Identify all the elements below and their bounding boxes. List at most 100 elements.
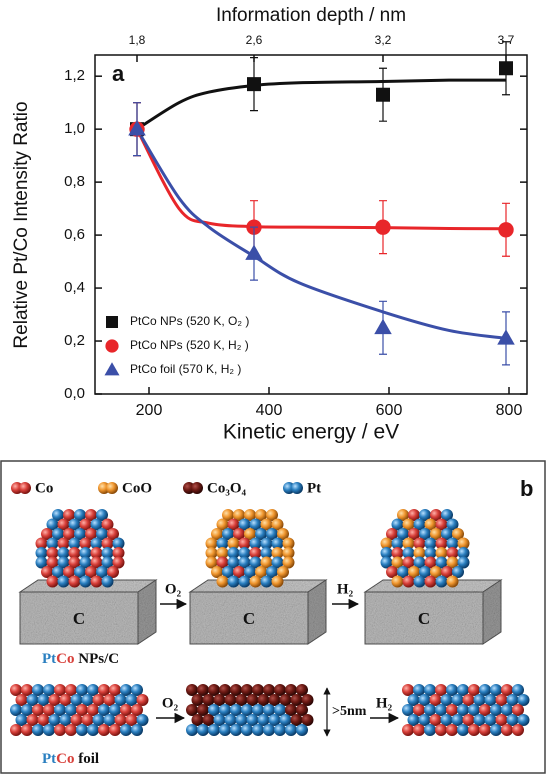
sample-name-part: Pt: [42, 751, 56, 767]
atom: [46, 547, 59, 559]
atom: [230, 684, 242, 696]
atom: [68, 575, 81, 588]
atom: [35, 537, 48, 550]
x-axis-title: Kinetic energy / eV: [223, 421, 399, 444]
atom: [92, 694, 105, 706]
atom: [457, 547, 470, 559]
atom: [512, 724, 524, 736]
atom: [380, 537, 393, 550]
atom: [257, 714, 270, 726]
atom: [227, 575, 240, 588]
atom: [241, 704, 253, 716]
support-label: C: [418, 609, 430, 628]
support-front: [189, 591, 309, 645]
data-point: [374, 318, 392, 335]
atom: [440, 694, 453, 706]
atom: [397, 528, 409, 540]
data-point: [499, 61, 513, 76]
reaction-label: H₂: [376, 695, 393, 711]
atom: [257, 694, 270, 706]
atom: [21, 724, 33, 736]
data-point: [128, 120, 146, 136]
atom: [131, 684, 143, 696]
atom: [446, 518, 459, 531]
atom: [260, 575, 273, 588]
atom: [233, 509, 245, 521]
atom: [191, 714, 204, 726]
atom: [512, 704, 524, 716]
atom: [43, 724, 55, 736]
atom: [19, 482, 31, 494]
atom: [48, 714, 61, 726]
atom: [457, 704, 469, 716]
atom: [260, 547, 273, 559]
atom: [90, 575, 103, 588]
y-tick-label: 0,0: [64, 385, 85, 402]
atom: [282, 537, 295, 550]
atom: [446, 724, 458, 736]
atom: [87, 684, 99, 696]
atom: [74, 509, 86, 521]
atom: [81, 694, 94, 706]
atom: [109, 684, 121, 696]
atom: [219, 704, 231, 716]
atom: [271, 537, 284, 550]
atom: [424, 518, 437, 531]
atom: [413, 556, 426, 569]
atom: [46, 556, 59, 569]
atom: [484, 694, 497, 706]
atom: [249, 575, 262, 588]
atom: [391, 518, 404, 531]
atom: [76, 724, 88, 736]
atom: [57, 518, 70, 531]
x-tick-label: 200: [136, 402, 163, 419]
atom: [213, 694, 226, 706]
atom: [255, 509, 267, 521]
atom: [419, 566, 431, 578]
atom: [98, 684, 110, 696]
atom: [35, 547, 48, 559]
atom: [452, 566, 464, 578]
atom: [424, 537, 437, 550]
atom: [197, 704, 209, 716]
atom: [441, 566, 453, 578]
atom: [241, 684, 253, 696]
atom: [429, 694, 442, 706]
legend-label: PtCo foil (570 K, H₂ ): [130, 362, 241, 376]
atom: [429, 714, 442, 726]
atom: [479, 684, 491, 696]
atom: [413, 537, 426, 550]
x-tick-label: 800: [496, 402, 523, 419]
x-tick-label: 600: [376, 402, 403, 419]
atom: [10, 684, 22, 696]
sample-name-part: Pt: [42, 651, 56, 667]
atom: [435, 537, 448, 550]
x2-tick-label: 1,8: [129, 33, 146, 47]
atom: [413, 684, 425, 696]
legend-label: PtCo NPs (520 K, O₂ ): [130, 314, 249, 328]
atom: [255, 566, 267, 578]
y-tick-label: 0,2: [64, 332, 85, 349]
atom: [501, 724, 513, 736]
atom: [386, 528, 398, 540]
legend-label: Co₃O₄: [207, 480, 246, 496]
atom: [85, 566, 97, 578]
x-tick-label: 400: [256, 402, 283, 419]
atom: [249, 518, 262, 531]
atom: [107, 566, 119, 578]
atom: [495, 714, 508, 726]
atom: [238, 556, 251, 569]
atom: [424, 684, 436, 696]
data-point: [247, 77, 261, 92]
atom: [101, 547, 114, 559]
fit-line: [135, 128, 507, 231]
atom: [32, 704, 44, 716]
atom: [430, 509, 442, 521]
atom: [63, 509, 75, 521]
support-front: [364, 591, 484, 645]
atom: [266, 566, 278, 578]
y-tick-label: 0,8: [64, 173, 85, 190]
data-point: [376, 87, 390, 102]
atom: [43, 684, 55, 696]
atom: [136, 714, 149, 726]
